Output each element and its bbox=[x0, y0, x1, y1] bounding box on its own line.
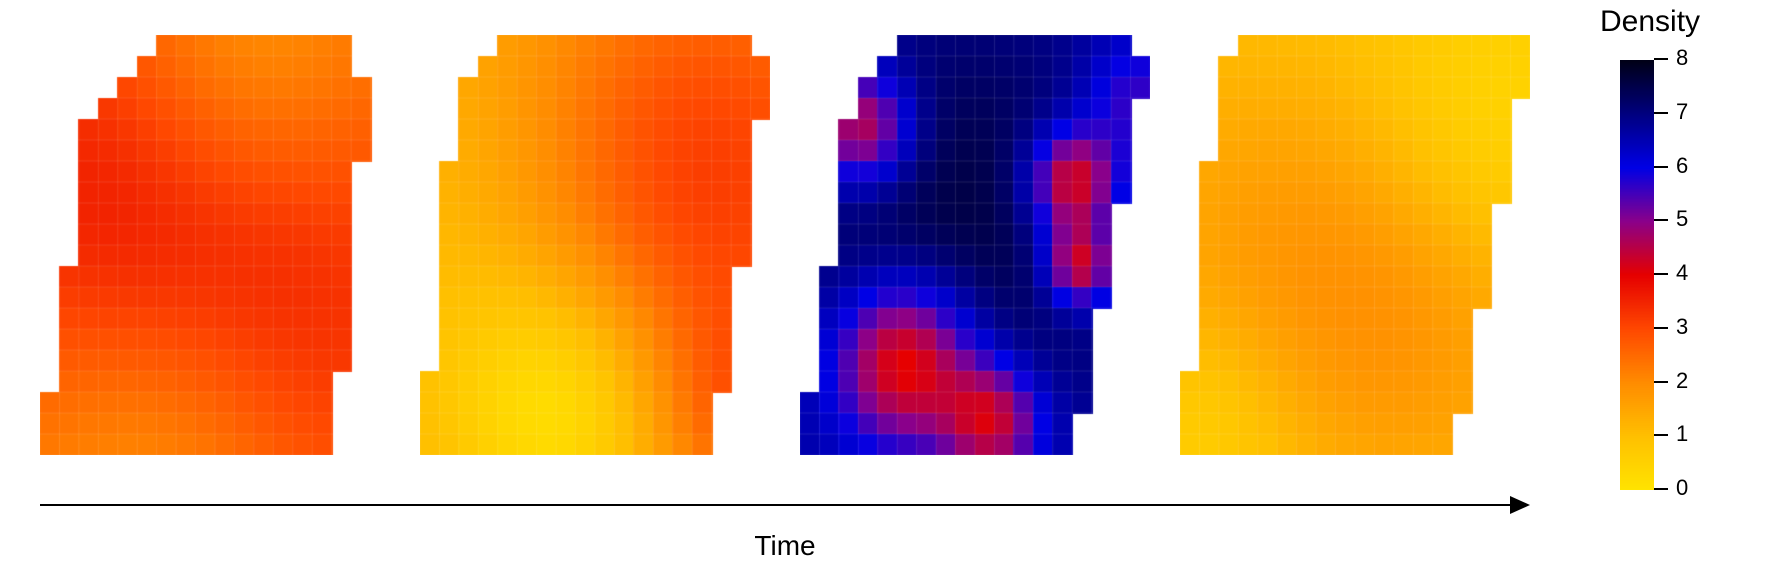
heatmap-canvas bbox=[420, 35, 770, 455]
tick-label: 1 bbox=[1676, 421, 1688, 447]
arrowhead-icon bbox=[1510, 496, 1530, 514]
panel-row bbox=[40, 35, 1530, 455]
tick-label: 2 bbox=[1676, 368, 1688, 394]
tick-line bbox=[1654, 381, 1668, 383]
time-axis-arrow bbox=[40, 490, 1530, 520]
heatmap-panel-t1 bbox=[40, 35, 390, 455]
tick-line bbox=[1654, 219, 1668, 221]
heatmap-canvas bbox=[40, 35, 390, 455]
heatmap-canvas bbox=[1180, 35, 1530, 455]
tick-label: 3 bbox=[1676, 314, 1688, 340]
colorbar-title: Density bbox=[1600, 5, 1700, 39]
colorbar-gradient bbox=[1620, 60, 1654, 490]
tick-line bbox=[1654, 434, 1668, 436]
tick-line bbox=[1654, 166, 1668, 168]
heatmap-panel-t2 bbox=[420, 35, 770, 455]
tick-line bbox=[1654, 327, 1668, 329]
tick-label: 7 bbox=[1676, 99, 1688, 125]
time-axis-label: Time bbox=[40, 530, 1530, 562]
heatmap-panel-t3 bbox=[800, 35, 1150, 455]
heatmap-panel-t4 bbox=[1180, 35, 1530, 455]
tick-label: 4 bbox=[1676, 260, 1688, 286]
heatmap-canvas bbox=[800, 35, 1150, 455]
tick-line bbox=[1654, 488, 1668, 490]
tick-line bbox=[1654, 112, 1668, 114]
tick-label: 6 bbox=[1676, 153, 1688, 179]
tick-line bbox=[1654, 273, 1668, 275]
tick-line bbox=[1654, 58, 1668, 60]
figure-root: Time Density 0 1 2 3 4 5 6 7 8 bbox=[0, 0, 1765, 585]
colorbar: 012345678 bbox=[1620, 60, 1750, 490]
tick-label: 5 bbox=[1676, 206, 1688, 232]
colorbar-canvas bbox=[1620, 60, 1654, 490]
tick-label: 8 bbox=[1676, 45, 1688, 71]
tick-label: 0 bbox=[1676, 475, 1688, 501]
